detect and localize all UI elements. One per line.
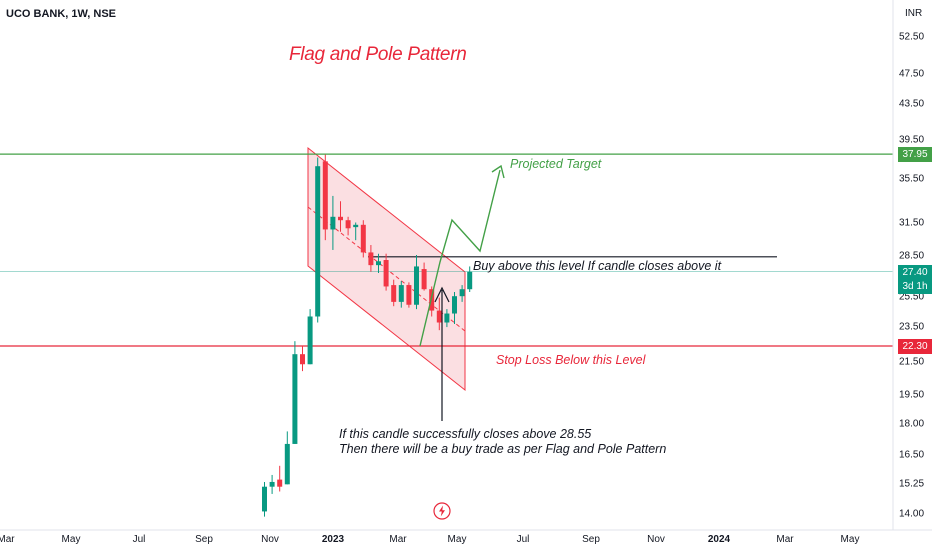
- stop-price-badge: 22.30: [898, 339, 932, 354]
- time-tick: May: [61, 534, 81, 545]
- note-arrowhead: [434, 286, 450, 303]
- candle-body: [391, 285, 397, 302]
- trade-note: If this candle successfully closes above…: [339, 427, 666, 457]
- time-tick: Mar: [776, 534, 794, 545]
- time-axis[interactable]: Mar May Jul Sep Nov 2023 Mar May Jul Sep…: [0, 530, 932, 550]
- trade-note-line-1: If this candle successfully closes above…: [339, 427, 592, 441]
- candle-body: [444, 313, 450, 323]
- price-axis[interactable]: 52.50 47.50 43.50 39.50 35.50 31.50 28.5…: [893, 0, 932, 530]
- candle-body: [383, 260, 389, 287]
- candle-body: [307, 316, 313, 365]
- lightning-icon[interactable]: [433, 502, 451, 520]
- candle-body: [262, 486, 267, 512]
- candle-body: [421, 269, 427, 290]
- candle-body: [345, 220, 351, 229]
- time-tick: Jul: [132, 534, 146, 545]
- time-tick: May: [447, 534, 467, 545]
- time-tick: May: [840, 534, 860, 545]
- price-tick: 35.50: [899, 173, 925, 185]
- buy-above-label: Buy above this level If candle closes ab…: [473, 259, 722, 273]
- time-tick-year: 2023: [321, 534, 345, 545]
- candle-body: [368, 252, 374, 266]
- candle-body: [353, 224, 359, 228]
- time-tick: Nov: [647, 534, 665, 545]
- stop-loss-label: Stop Loss Below this Level: [496, 353, 646, 367]
- bar-countdown-badge: 3d 1h: [898, 279, 932, 294]
- candle-body: [330, 216, 336, 230]
- candle-body: [376, 261, 381, 266]
- candle-body: [398, 285, 404, 302]
- candle-body: [269, 481, 275, 487]
- time-tick: Sep: [195, 534, 213, 545]
- price-tick: 31.50: [899, 217, 925, 229]
- price-tick: 25.50: [899, 291, 925, 303]
- candle-body: [338, 216, 343, 221]
- target-price-badge: 37.95: [898, 147, 932, 162]
- time-tick: Jul: [516, 534, 530, 545]
- price-tick: 16.50: [899, 449, 925, 461]
- candle-body: [452, 296, 457, 314]
- candle-body: [459, 289, 465, 297]
- candle-body: [414, 266, 419, 305]
- price-tick: 18.00: [899, 418, 925, 430]
- candle-body: [429, 289, 435, 311]
- time-tick: Mar: [0, 534, 15, 545]
- projected-target-label: Projected Target: [510, 157, 602, 171]
- price-tick: 14.00: [899, 508, 925, 520]
- price-tick: 43.50: [899, 98, 925, 110]
- projected-arrowhead: [491, 164, 505, 179]
- time-tick: Sep: [582, 534, 600, 545]
- time-tick-year: 2024: [707, 534, 731, 545]
- candle-body: [360, 224, 366, 253]
- price-tick: 15.25: [899, 478, 925, 490]
- trade-note-line-2: Then there will be a buy trade as per Fl…: [339, 442, 667, 456]
- time-tick: Mar: [389, 534, 407, 545]
- price-tick: 21.50: [899, 356, 925, 368]
- symbol-title: UCO BANK, 1W, NSE: [6, 8, 117, 20]
- currency-label: INR: [905, 8, 923, 19]
- projected-path: [419, 169, 501, 347]
- candle-body: [292, 354, 298, 444]
- price-tick: 47.50: [899, 68, 925, 80]
- price-tick: 28.50: [899, 250, 925, 262]
- candle-body: [436, 310, 442, 323]
- price-tick: 39.50: [899, 134, 925, 146]
- current-price-badge: 27.40: [898, 265, 932, 280]
- candle-body: [277, 479, 283, 487]
- candle-body: [284, 443, 290, 485]
- candle-body: [322, 161, 328, 230]
- candle-body: [300, 354, 305, 365]
- pattern-title: Flag and Pole Pattern: [289, 44, 467, 65]
- price-tick: 19.50: [899, 389, 925, 401]
- price-tick: 52.50: [899, 31, 925, 43]
- candle-body: [406, 285, 412, 305]
- time-tick: Nov: [261, 534, 279, 545]
- candle-body: [315, 166, 321, 317]
- price-tick: 23.50: [899, 321, 925, 333]
- candle-body: [467, 271, 473, 290]
